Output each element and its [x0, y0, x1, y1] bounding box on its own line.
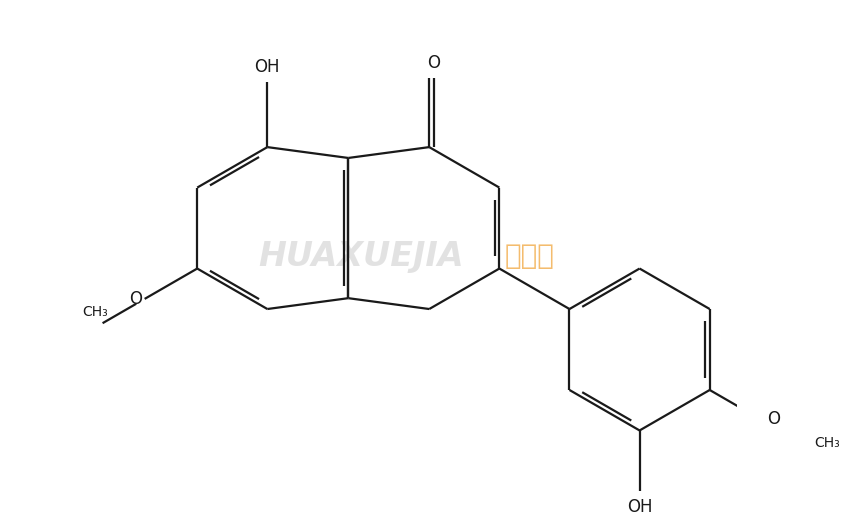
Text: O: O — [767, 410, 780, 428]
Text: O: O — [130, 290, 142, 308]
Text: O: O — [426, 54, 440, 72]
Text: OH: OH — [627, 498, 653, 516]
Text: 化学加: 化学加 — [505, 242, 554, 270]
Text: HUAXUEJIA: HUAXUEJIA — [258, 240, 464, 273]
Text: CH₃: CH₃ — [82, 305, 108, 319]
Text: CH₃: CH₃ — [814, 436, 840, 450]
Text: OH: OH — [255, 58, 280, 76]
